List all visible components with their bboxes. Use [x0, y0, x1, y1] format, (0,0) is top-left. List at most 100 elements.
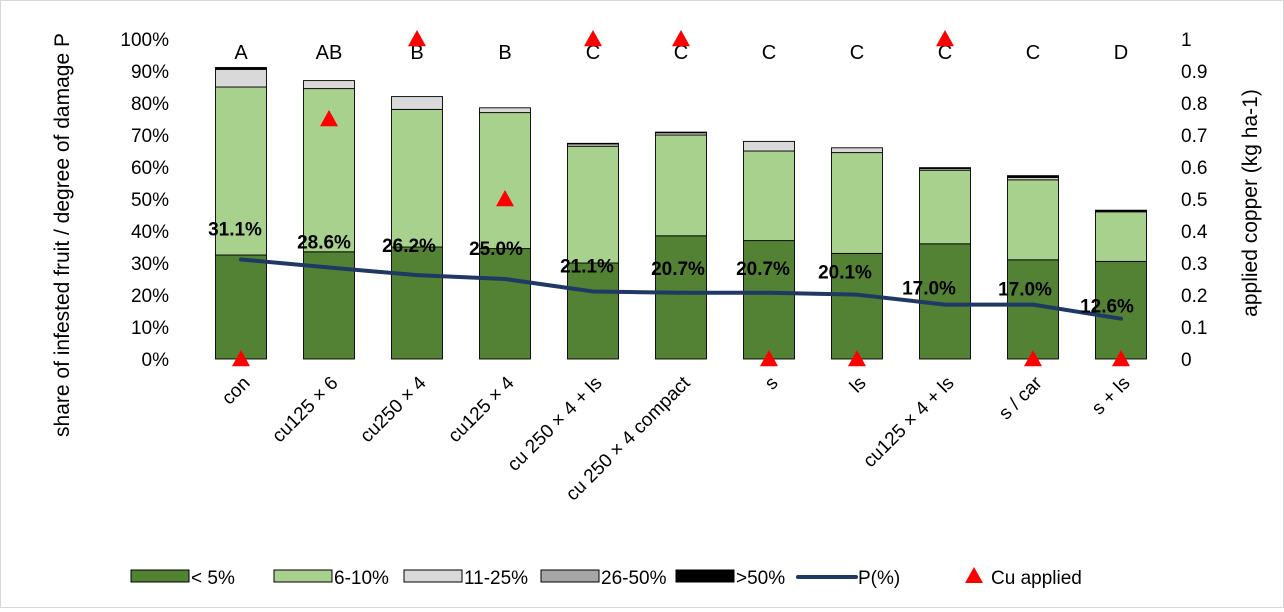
bar-segment-5 [567, 142, 619, 145]
cu-marker [320, 110, 338, 127]
cu-marker [672, 30, 690, 47]
bar-segment-2 [919, 169, 971, 245]
legend-label: 26-50% [601, 568, 667, 589]
bar-segment-5 [655, 131, 707, 134]
legend-label: >50% [736, 568, 785, 589]
y2-axis-title: applied copper (kg ha-1) [1239, 89, 1262, 317]
y-tick-label: 100% [120, 30, 169, 51]
bar-segment-2 [567, 145, 619, 264]
x-tick-label: cu250 × 4 [356, 372, 431, 447]
cu-marker [408, 30, 426, 47]
y2-tick-label: 0.8 [1181, 94, 1207, 115]
y-tick-label: 80% [131, 94, 169, 115]
x-tick-label: s / car [995, 372, 1047, 424]
y-tick-label: 20% [131, 286, 169, 307]
line-group [239, 257, 1123, 321]
y-tick-label: 30% [131, 254, 169, 275]
legend-label: 11-25% [464, 568, 528, 589]
bar-segment-5 [919, 167, 971, 170]
cu-marker [760, 350, 778, 367]
cu-marker [232, 350, 250, 367]
significance-letter: B [410, 42, 423, 64]
y-tick-label: 40% [131, 222, 169, 243]
legend: < 5% 6-10% 11-25% 26-50% >50% P(%) Cu applied [130, 567, 1082, 589]
y2-tick-label: 0.6 [1181, 158, 1207, 179]
y-axis-title: share of infested fruit / degree of dama… [51, 33, 74, 437]
bar-segment-3 [479, 107, 531, 114]
significance-letter: A [234, 42, 248, 64]
significance-letter: C [586, 42, 600, 64]
p-data-label: 26.2% [382, 236, 436, 257]
x-tick-label: con [218, 373, 255, 410]
bar-segment-1 [215, 254, 267, 360]
y-tick-label: 70% [131, 126, 169, 147]
bar-segment-1 [479, 248, 531, 360]
legend-label: Cu applied [991, 568, 1082, 589]
significance-letter: C [674, 42, 688, 64]
p-data-label: 20.7% [736, 259, 790, 280]
bar-segment-2 [1007, 179, 1059, 261]
significance-letter: C [850, 42, 864, 64]
bar-segment-3 [303, 80, 355, 90]
bar-segment-2 [391, 108, 443, 248]
significance-letter: C [762, 42, 776, 64]
p-data-label: 28.6% [297, 232, 351, 253]
p-data-label: 17.0% [902, 279, 956, 300]
bar-segment-2 [655, 134, 707, 237]
bar-segment-2 [743, 150, 795, 242]
y2-tick-label: 0.9 [1181, 62, 1207, 83]
x-tick-label: ls [846, 373, 871, 398]
bar-segment-3 [743, 140, 795, 152]
bar-segment-3 [215, 68, 267, 88]
legend-swatch [540, 569, 600, 583]
legend-label: P(%) [858, 568, 900, 589]
y2-tick-label: 0.4 [1181, 222, 1208, 243]
x-tick-label: s + ls [1088, 373, 1135, 420]
bar-segment-2 [831, 152, 883, 254]
significance-letter: D [1114, 42, 1128, 64]
p-data-label: 20.1% [818, 263, 872, 284]
p-data-label: 31.1% [208, 219, 262, 240]
p-line [239, 257, 1123, 321]
y2-tick-label: 1 [1181, 30, 1192, 51]
legend-swatch [273, 569, 333, 583]
p-data-label: 21.1% [560, 256, 614, 277]
y2-tick-label: 0 [1181, 350, 1192, 371]
bar-segment-1 [567, 262, 619, 360]
p-data-label: 17.0% [998, 280, 1052, 301]
p-data-label: 20.7% [651, 259, 705, 280]
cu-marker [936, 30, 954, 47]
bar-segment-2 [1095, 211, 1147, 262]
bar-segment-3 [831, 147, 883, 154]
legend-label: < 5% [191, 568, 235, 589]
cu-marker [1024, 350, 1042, 367]
y-tick-label: 0% [142, 350, 170, 371]
cu-marker [848, 350, 866, 367]
x-tick-label: cu125 × 4 [444, 372, 519, 447]
significance-letter: C [1026, 42, 1040, 64]
bar-segment-2 [479, 112, 531, 250]
significance-letter: AB [316, 42, 343, 64]
y2-tick-label: 0.1 [1181, 318, 1207, 339]
legend-swatch [965, 567, 983, 583]
p-data-label: 12.6% [1080, 297, 1134, 318]
p-data-label: 25.0% [469, 239, 523, 260]
bar-segment-1 [391, 246, 443, 360]
bar-segment-2 [215, 86, 267, 256]
x-tick-label: s [761, 373, 783, 395]
y-tick-label: 60% [131, 158, 169, 179]
bar-segment-5 [1095, 209, 1147, 212]
significance-letter: B [498, 42, 511, 64]
significance-letter: C [938, 42, 952, 64]
x-tick-label: cu125 × 4 + ls [859, 373, 958, 472]
cu-marker [584, 30, 602, 47]
legend-swatch [403, 569, 463, 583]
legend-swatch [130, 569, 190, 583]
x-tick-label: cu125 × 6 [268, 373, 342, 447]
y-tick-label: 90% [131, 62, 169, 83]
y2-tick-label: 0.3 [1181, 254, 1207, 275]
y2-tick-label: 0.7 [1181, 126, 1207, 147]
bar-segment-5 [1007, 175, 1059, 179]
